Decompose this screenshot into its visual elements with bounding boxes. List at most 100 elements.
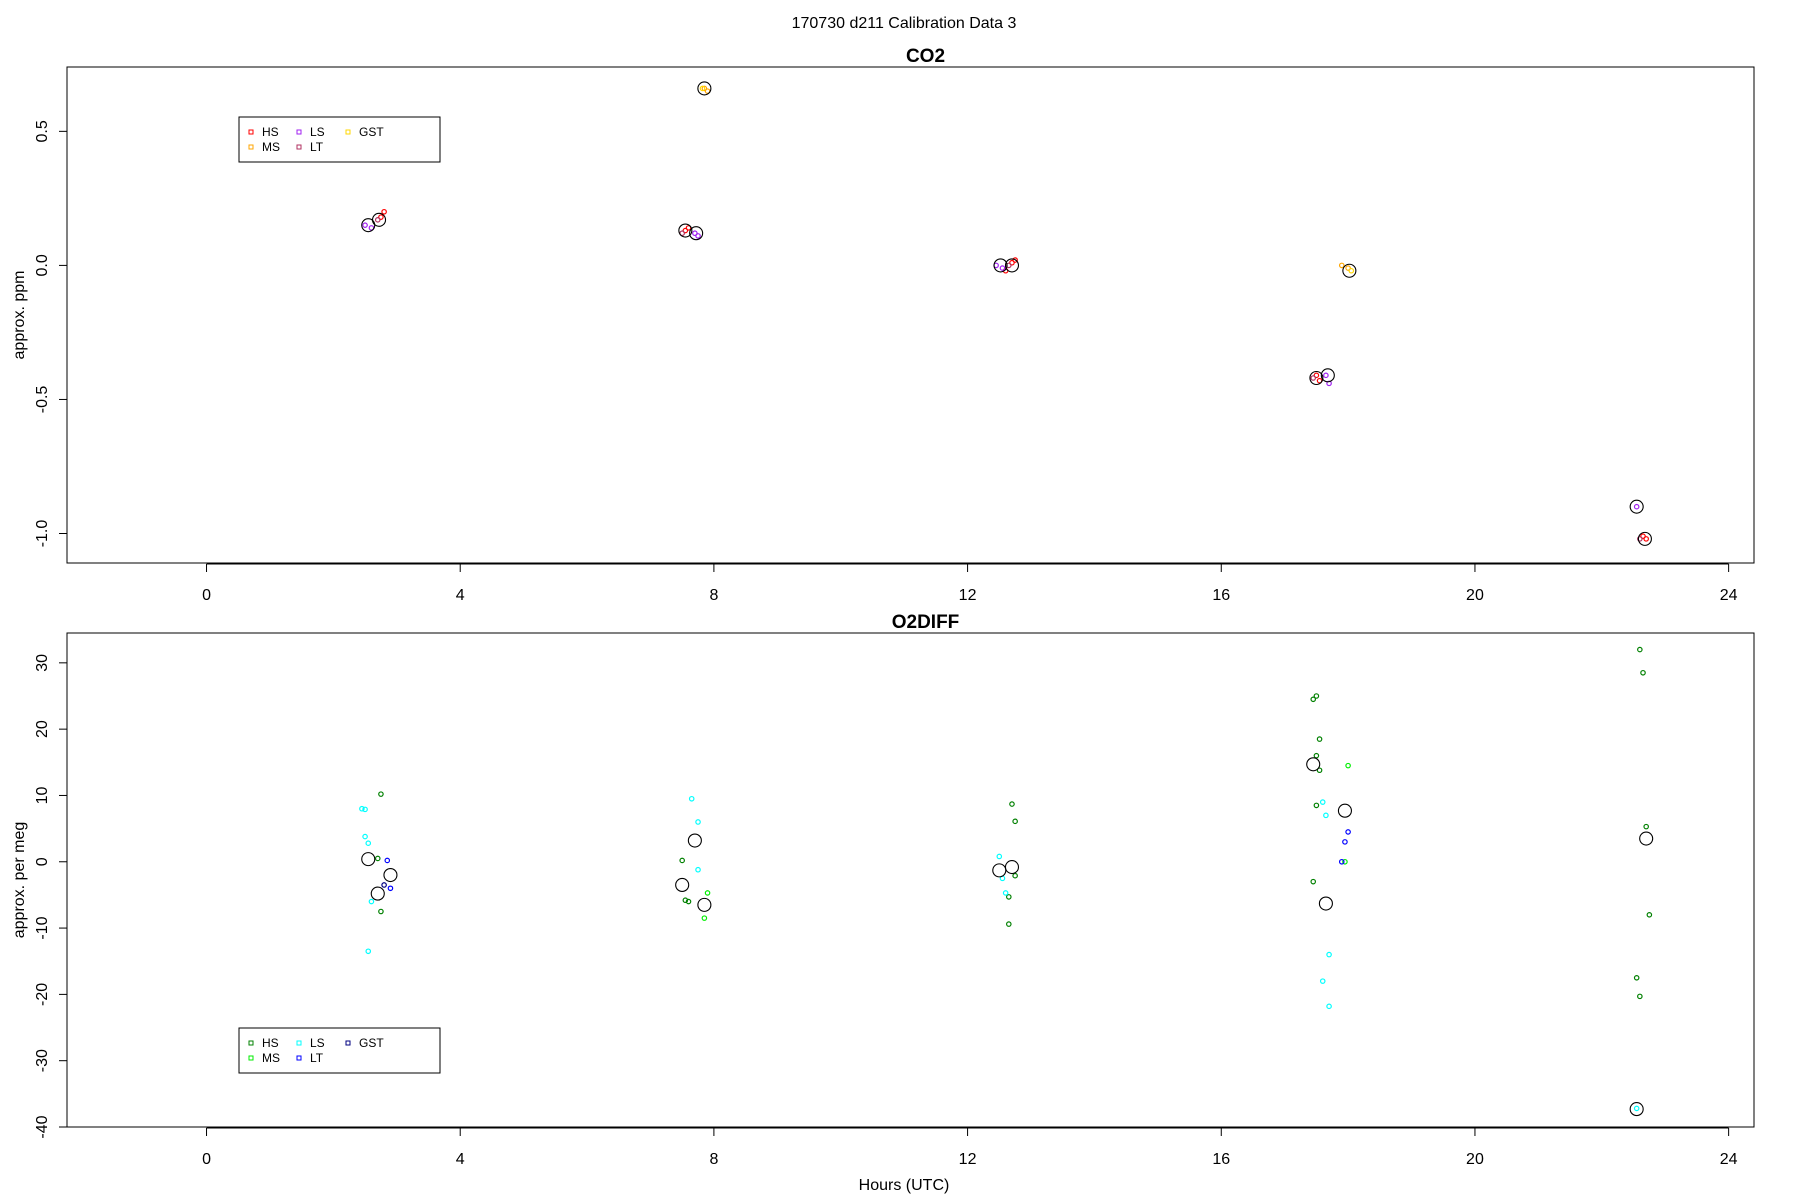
data-point-hs [1012, 818, 1018, 825]
data-point-hs [1313, 372, 1320, 379]
x-tick-label: 16 [1212, 1151, 1230, 1168]
legend-swatch [248, 1040, 254, 1046]
mean-point [1004, 860, 1020, 875]
data-point-hs [1009, 801, 1015, 807]
y-axis-title: approx. per meg [11, 822, 28, 939]
data-point-hs [1012, 257, 1018, 263]
mean-point [1639, 831, 1654, 846]
y-tick-label: -30 [34, 1049, 51, 1072]
data-point-ls [362, 222, 368, 228]
data-point-hs [1643, 823, 1649, 830]
data-point-hs [1637, 646, 1643, 653]
data-point-ls [695, 866, 701, 873]
data-point-ls [362, 833, 368, 840]
data-point-ls [1326, 1003, 1332, 1010]
y-tick-label: -10 [34, 916, 51, 939]
y-tick-label: -0.5 [34, 386, 51, 414]
data-point-ls [999, 265, 1006, 271]
mean-point [1337, 803, 1352, 818]
data-point-hs [1310, 696, 1317, 703]
mean-point [1320, 368, 1335, 383]
data-point-hs [1310, 878, 1317, 885]
x-tick-label: 4 [456, 1151, 465, 1168]
data-point-lt [1338, 858, 1345, 865]
data-point-ls [688, 795, 695, 802]
mean-point [697, 81, 712, 96]
legend-swatch [296, 144, 302, 150]
data-point-lt [1637, 536, 1643, 542]
data-point-ls [692, 230, 698, 237]
data-point-ls [1633, 503, 1640, 510]
data-point-ls [1319, 799, 1326, 805]
data-point-lt [387, 885, 394, 892]
data-point-ls [365, 948, 372, 955]
co2-panel: CO2 0 4 8 12 16 20 24 -1.0 -0.5 0.0 0.5 approx. ppm H… [11, 46, 1755, 604]
data-point-ms [701, 85, 708, 92]
mean-point [370, 886, 385, 901]
data-point-lt [1342, 839, 1348, 845]
legend-label: LT [310, 1051, 324, 1065]
data-point-hs [1313, 693, 1320, 699]
data-point-ls [1323, 372, 1329, 379]
data-point-hs [378, 791, 384, 797]
data-point-hs [682, 897, 689, 904]
y-tick-label: -1.0 [34, 520, 51, 548]
data-point-ls [362, 806, 368, 813]
mean-point [993, 258, 1008, 273]
data-point-gst [699, 85, 706, 92]
legend-label: HS [262, 1036, 279, 1050]
legend-label: LT [310, 140, 324, 154]
x-axis-title: Hours (UTC) [859, 1177, 950, 1194]
y-tick-label: -40 [34, 1115, 51, 1138]
data-point-ms [1342, 858, 1348, 865]
data-point-gst [381, 882, 387, 888]
legend [238, 116, 441, 163]
legend-swatch [345, 1040, 351, 1046]
data-point-hs [1646, 912, 1653, 918]
mean-point [1342, 263, 1357, 278]
data-point-hs [381, 208, 387, 215]
data-point-ms [1345, 762, 1351, 769]
mean-point [697, 897, 712, 912]
x-tick-label: 20 [1466, 1151, 1484, 1168]
mean-point [371, 212, 387, 227]
data-point-lt [1345, 829, 1351, 835]
legend-swatch [296, 1055, 302, 1061]
x-tick-label: 4 [456, 587, 465, 604]
legend [238, 1027, 441, 1074]
mean-point [1309, 370, 1324, 386]
x-tick-label: 16 [1212, 587, 1230, 604]
legend-swatch [248, 129, 254, 135]
mean-point [689, 226, 704, 241]
legend-label: LS [310, 1036, 325, 1050]
y-axis-title: approx. ppm [11, 271, 28, 360]
data-point-lt [374, 217, 381, 223]
data-point-hs [679, 857, 685, 864]
data-point-ls [1319, 978, 1326, 984]
o2diff-panel: O2DIFF 0 4 8 12 16 20 24 -40 -30 -20 -10 0 10 20 30 appr… [11, 612, 1755, 1168]
data-point-hs [1643, 536, 1649, 542]
y-tick-label: 20 [34, 720, 51, 738]
x-tick-label: 24 [1720, 1151, 1738, 1168]
x-tick-label: 20 [1466, 587, 1484, 604]
mean-point [361, 852, 376, 867]
data-point-hs [1313, 752, 1320, 759]
data-point-ms [701, 915, 708, 921]
mean-point [1629, 1102, 1644, 1117]
mean-point [678, 223, 693, 238]
x-tick-label: 8 [709, 1151, 718, 1168]
mean-point [1629, 499, 1644, 514]
mean-point [1004, 258, 1020, 273]
data-point-hs [685, 898, 692, 905]
y-tick-label: 10 [34, 786, 51, 804]
mean-point [992, 863, 1007, 878]
legend-swatch [296, 129, 302, 135]
mean-point [1306, 757, 1321, 772]
mean-point [687, 833, 702, 848]
legend-label: HS [262, 125, 279, 139]
data-point-ls [695, 819, 701, 825]
data-point-hs [1633, 975, 1640, 981]
data-point-hs [378, 908, 384, 915]
data-point-ms [1338, 262, 1345, 269]
